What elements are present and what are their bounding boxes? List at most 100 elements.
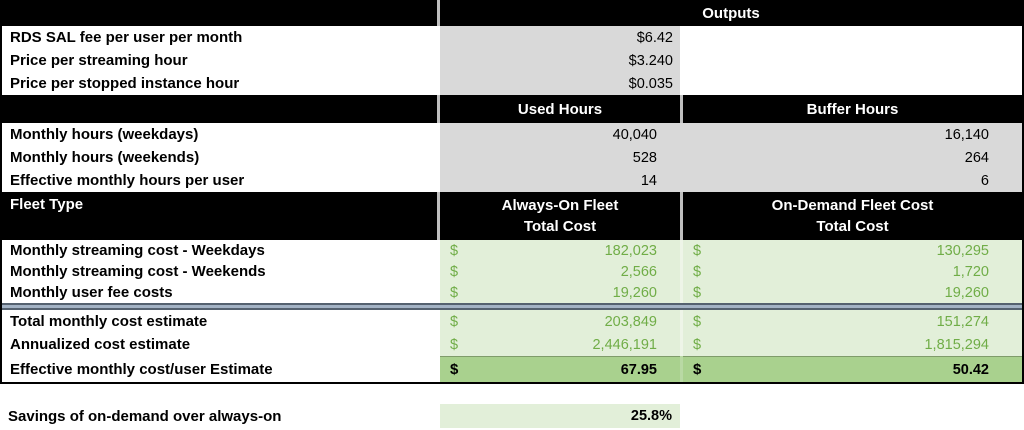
column-gap	[680, 95, 683, 123]
total-label-cell[interactable]: Total monthly cost estimate	[2, 310, 437, 333]
used-hours-value-cell[interactable]: 528	[440, 146, 680, 169]
always-on-cost-value: 2,566	[620, 263, 657, 280]
hours-header-empty-cell[interactable]	[2, 95, 437, 123]
on-demand-effective-value: 50.42	[952, 361, 989, 378]
column-gap	[680, 333, 683, 356]
cost-label: Monthly streaming cost - Weekends	[10, 263, 266, 280]
effective-label-cell[interactable]: Effective monthly cost/user Estimate	[2, 356, 437, 382]
column-gap	[680, 192, 683, 240]
used-hours-value: 528	[632, 149, 657, 166]
empty-cell[interactable]	[683, 72, 1022, 95]
on-demand-effective-cell[interactable]: $50.42	[683, 356, 1022, 382]
always-on-total-value: 203,849	[604, 313, 657, 330]
cost-row: Monthly user fee costs $19,260 $19,260	[2, 282, 1022, 303]
empty-cell[interactable]	[683, 404, 1024, 428]
fleet-header-row: Fleet Type Always-On Fleet Total Cost On…	[2, 192, 1022, 240]
pricing-label-cell[interactable]: RDS SAL fee per user per month	[2, 26, 437, 49]
always-on-cost-cell[interactable]: $2,566	[440, 261, 680, 282]
empty-cell[interactable]	[683, 26, 1022, 49]
buffer-hours-value: 16,140	[944, 126, 989, 143]
always-on-header-title: Always-On Fleet	[501, 197, 619, 214]
always-on-effective-value: 67.95	[620, 361, 657, 378]
hours-label-cell[interactable]: Effective monthly hours per user	[2, 169, 437, 192]
dollar-symbol: $	[450, 284, 459, 301]
column-gap	[680, 282, 683, 303]
pricing-value: $3.240	[628, 52, 673, 69]
pricing-row: RDS SAL fee per user per month $6.42	[2, 26, 1022, 49]
total-label: Total monthly cost estimate	[10, 313, 208, 330]
hours-row: Monthly hours (weekdays) 40,040 16,140	[2, 123, 1022, 146]
on-demand-cost-cell[interactable]: $130,295	[683, 240, 1022, 261]
column-gap	[680, 169, 683, 192]
pricing-value-cell[interactable]: $0.035	[440, 72, 680, 95]
pricing-label-cell[interactable]: Price per streaming hour	[2, 49, 437, 72]
buffer-hours-value-cell[interactable]: 16,140	[683, 123, 1022, 146]
on-demand-header-title: On-Demand Fleet Cost	[771, 197, 934, 214]
hours-label-cell[interactable]: Monthly hours (weekdays)	[2, 123, 437, 146]
column-gap	[437, 192, 440, 240]
on-demand-cost-value: 19,260	[944, 284, 989, 301]
buffer-hours-value: 6	[980, 172, 989, 189]
always-on-effective-cell[interactable]: $67.95	[440, 356, 680, 382]
always-on-cost-cell[interactable]: $19,260	[440, 282, 680, 303]
always-on-total-cell[interactable]: $2,446,191	[440, 333, 680, 356]
on-demand-cost-value: 1,720	[952, 263, 989, 280]
on-demand-cost-value: 130,295	[936, 242, 989, 259]
hours-label-cell[interactable]: Monthly hours (weekends)	[2, 146, 437, 169]
dollar-symbol: $	[693, 263, 702, 280]
used-hours-header-label: Used Hours	[517, 100, 603, 118]
always-on-cost-value: 19,260	[612, 284, 657, 301]
on-demand-total-cell[interactable]: $1,815,294	[683, 333, 1022, 356]
hours-row: Monthly hours (weekends) 528 264	[2, 146, 1022, 169]
always-on-total-cell[interactable]: $203,849	[440, 310, 680, 333]
buffer-hours-value-cell[interactable]: 6	[683, 169, 1022, 192]
cost-label-cell[interactable]: Monthly streaming cost - Weekends	[2, 261, 437, 282]
effective-label: Effective monthly cost/user Estimate	[10, 360, 273, 378]
outputs-header-empty-cell[interactable]	[2, 0, 437, 26]
always-on-cost-cell[interactable]: $182,023	[440, 240, 680, 261]
used-hours-header-cell[interactable]: Used Hours	[440, 95, 680, 123]
total-label-cell[interactable]: Annualized cost estimate	[2, 333, 437, 356]
on-demand-cost-cell[interactable]: $19,260	[683, 282, 1022, 303]
empty-cell[interactable]	[683, 49, 1022, 72]
cost-label: Monthly streaming cost - Weekdays	[10, 242, 265, 259]
buffer-hours-header-label: Buffer Hours	[806, 100, 899, 118]
pricing-value-cell[interactable]: $6.42	[440, 26, 680, 49]
column-gap	[680, 310, 683, 333]
column-gap	[437, 0, 440, 26]
dollar-symbol: $	[693, 336, 702, 353]
cost-label-cell[interactable]: Monthly streaming cost - Weekdays	[2, 240, 437, 261]
outputs-header-cell[interactable]: Outputs	[440, 0, 1022, 26]
pricing-value-cell[interactable]: $3.240	[440, 49, 680, 72]
pricing-label: RDS SAL fee per user per month	[10, 29, 243, 46]
cost-label-cell[interactable]: Monthly user fee costs	[2, 282, 437, 303]
cost-row: Monthly streaming cost - Weekends $2,566…	[2, 261, 1022, 282]
dollar-symbol: $	[693, 361, 702, 378]
on-demand-cost-cell[interactable]: $1,720	[683, 261, 1022, 282]
column-gap	[680, 123, 683, 146]
total-label: Annualized cost estimate	[10, 336, 191, 353]
dollar-symbol: $	[693, 284, 702, 301]
pricing-row: Price per stopped instance hour $0.035	[2, 72, 1022, 95]
column-gap	[680, 240, 683, 261]
on-demand-total-cell[interactable]: $151,274	[683, 310, 1022, 333]
used-hours-value-cell[interactable]: 14	[440, 169, 680, 192]
outputs-table: Outputs RDS SAL fee per user per month $…	[0, 0, 1024, 384]
fleet-type-header-cell[interactable]: Fleet Type	[2, 192, 437, 240]
used-hours-value-cell[interactable]: 40,040	[440, 123, 680, 146]
buffer-hours-header-cell[interactable]: Buffer Hours	[683, 95, 1022, 123]
savings-value-cell[interactable]: 25.8%	[440, 404, 680, 428]
always-on-total-value: 2,446,191	[592, 336, 657, 353]
pricing-label: Price per stopped instance hour	[10, 75, 240, 92]
always-on-header-cell[interactable]: Always-On Fleet Total Cost	[440, 192, 680, 240]
fleet-type-header-label: Fleet Type	[10, 196, 84, 213]
outputs-header-label: Outputs	[702, 4, 760, 22]
blank-spacer-row	[0, 384, 1024, 404]
always-on-cost-value: 182,023	[604, 242, 657, 259]
used-hours-value: 40,040	[612, 126, 657, 143]
savings-label-cell[interactable]: Savings of on-demand over always-on	[0, 404, 437, 428]
buffer-hours-value-cell[interactable]: 264	[683, 146, 1022, 169]
on-demand-header-cell[interactable]: On-Demand Fleet Cost Total Cost	[683, 192, 1022, 240]
pricing-label-cell[interactable]: Price per stopped instance hour	[2, 72, 437, 95]
